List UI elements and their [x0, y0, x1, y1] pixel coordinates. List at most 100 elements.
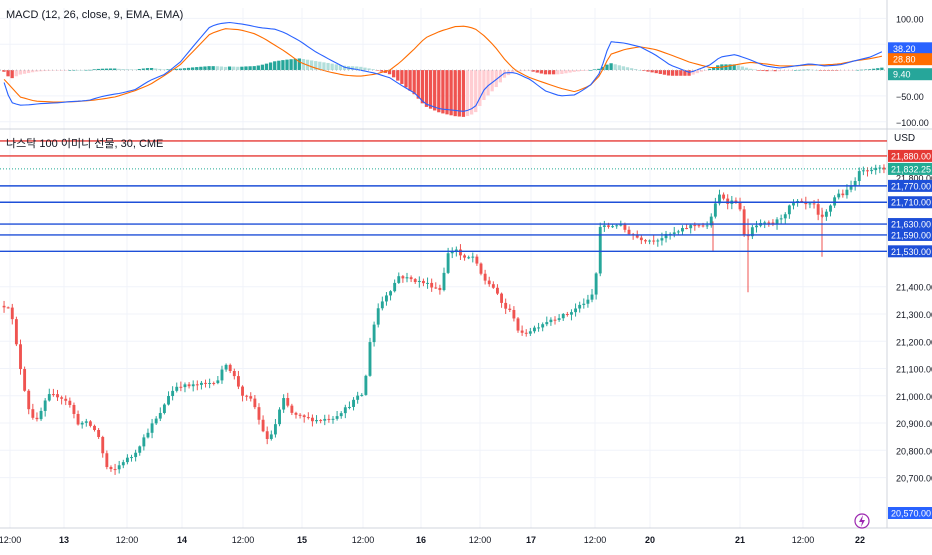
price-candle [352, 397, 355, 411]
macd-histogram-bar [547, 70, 552, 75]
candle-body [783, 214, 787, 219]
macd-histogram-bar [268, 62, 273, 71]
candle-body [829, 205, 832, 212]
macd-histogram-bar [207, 66, 211, 71]
macd-badge-bg [888, 42, 932, 55]
price-candle [676, 229, 680, 235]
price-panel[interactable] [0, 140, 887, 475]
candle-body [479, 263, 483, 274]
macd-histogram-bar [47, 70, 51, 71]
macd-histogram-bar [260, 64, 265, 71]
candle-body [195, 384, 199, 386]
candle-body [697, 225, 701, 227]
price-candle [384, 292, 388, 306]
price-candle [504, 298, 508, 315]
candle-body [236, 376, 240, 387]
candle-body [442, 272, 446, 291]
time-axis-tick-label: 12:00 [116, 535, 139, 545]
macd-histogram-bar [863, 69, 868, 71]
time-axis-tick-label: 12:00 [792, 535, 815, 545]
candle-body [64, 398, 68, 401]
macd-histogram-bar [88, 69, 92, 71]
price-candle [689, 223, 693, 234]
candle-body [750, 227, 754, 237]
price-candle [422, 278, 425, 287]
price-candle [537, 322, 541, 332]
candle-body [105, 453, 109, 468]
macd-histogram-bar [753, 69, 757, 71]
macd-histogram-bar [789, 70, 794, 71]
price-candle [265, 426, 269, 445]
macd-histogram-bar [510, 70, 515, 73]
macd-histogram-bar [695, 70, 699, 74]
candle-body [306, 417, 310, 419]
macd-histogram-bar [236, 66, 240, 71]
lightning-alert-icon[interactable] [854, 513, 870, 529]
time-axis-tick-label: 12:00 [232, 535, 255, 545]
macd-histogram-bar [580, 70, 585, 71]
candle-body [393, 282, 397, 292]
macd-histogram-bar [63, 70, 68, 71]
macd-badge-bg [888, 68, 932, 81]
macd-histogram-bar [445, 70, 449, 115]
macd-histogram-bar [556, 70, 560, 75]
macd-histogram-bar [326, 62, 330, 71]
macd-histogram-bar [252, 66, 256, 71]
macd-histogram-bar [219, 66, 224, 71]
candle-body [253, 398, 257, 408]
macd-histogram-bar [35, 70, 39, 72]
level-badge-bg [888, 196, 932, 209]
macd-value-badge: 38.20 [888, 42, 932, 55]
macd-panel[interactable] [0, 21, 886, 117]
candle-body [602, 225, 606, 227]
candle-body [533, 327, 536, 332]
price-axis-tick-label: 21,000.00 [896, 392, 932, 402]
time-axis-tick-label: 12:00 [352, 535, 375, 545]
level-badge-label: 21,770.00 [891, 181, 931, 191]
macd-histogram-bar [203, 66, 207, 71]
candle-body [570, 312, 573, 315]
grid-layer [0, 0, 932, 529]
price-candle [738, 197, 742, 212]
price-candle [167, 391, 170, 406]
macd-histogram-bar [621, 66, 626, 71]
price-candle [857, 167, 861, 187]
candle-body [191, 384, 195, 387]
candle-body [553, 319, 557, 321]
level-badge-bg [888, 228, 932, 241]
candle-body [660, 238, 664, 241]
macd-histogram-bar [375, 70, 379, 71]
price-candle [627, 226, 631, 236]
candle-body [561, 313, 565, 319]
candle-body [417, 280, 421, 283]
price-candle [212, 381, 216, 386]
price-candle [783, 212, 787, 224]
price-candle [315, 415, 318, 424]
price-candle [648, 239, 652, 245]
macd-histogram-bar [748, 68, 753, 71]
macd-histogram-bar [802, 69, 806, 71]
macd-histogram-bar [350, 66, 355, 71]
macd-histogram-bar [133, 69, 137, 71]
macd-histogram-bar [178, 68, 183, 71]
macd-histogram-bar [334, 64, 338, 71]
macd-histogram-bar [420, 70, 425, 104]
time-axis-tick-label: 12:00 [0, 535, 21, 545]
macd-histogram-bar [634, 69, 638, 71]
price-candle [376, 303, 380, 328]
candle-body [265, 431, 269, 439]
candle-body [376, 308, 380, 325]
macd-histogram-bar [871, 68, 876, 71]
price-candle [220, 365, 224, 384]
price-candle [335, 411, 339, 421]
price-candle [389, 290, 392, 301]
candle-body [117, 465, 121, 470]
price-candle [154, 416, 158, 425]
candle-body [273, 424, 277, 435]
macd-histogram-bar [141, 68, 146, 71]
macd-histogram-bar [338, 65, 342, 71]
candle-body [162, 404, 166, 414]
price-candle [664, 230, 668, 243]
